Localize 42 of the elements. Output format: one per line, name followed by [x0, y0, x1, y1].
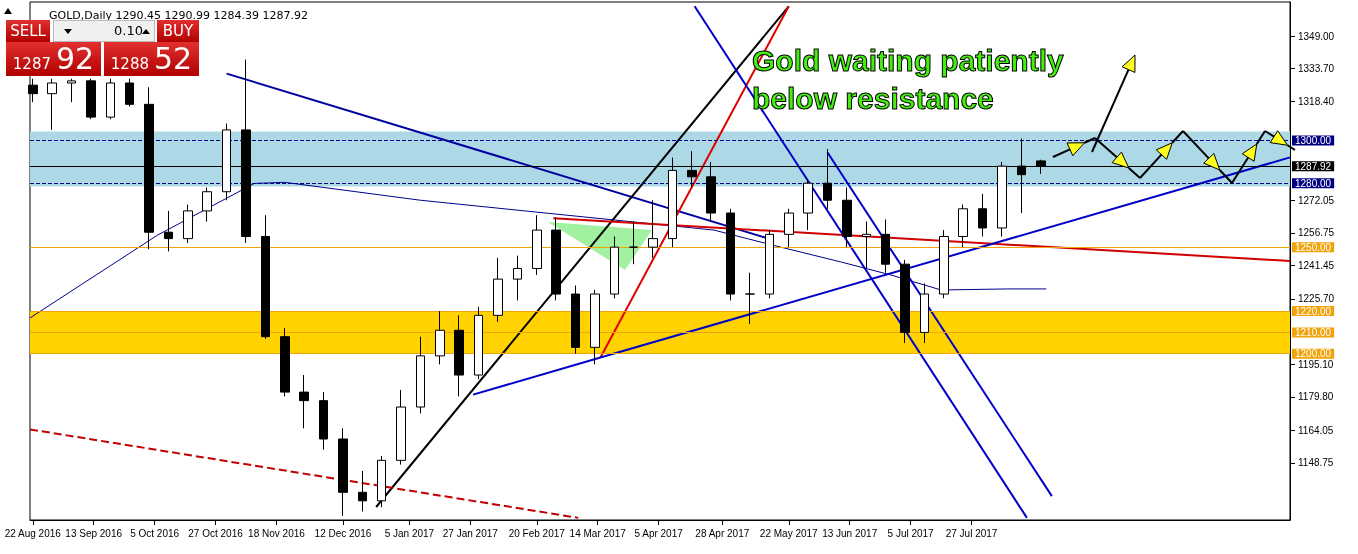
- annotation: 1287: [12, 55, 51, 73]
- annotation: 0.10: [113, 22, 143, 40]
- x-tick-label: 5 Jul 2017: [887, 527, 935, 539]
- x-tick-label: 20 Feb 2017: [508, 527, 566, 539]
- ref-line-label: 1300.00: [1295, 135, 1332, 147]
- y-tick-label: 1318.40: [1298, 95, 1335, 107]
- y-tick-label: 1349.00: [1298, 30, 1335, 42]
- x-tick-label: 27 Oct 2016: [188, 527, 244, 539]
- y-tick-label: 1256.75: [1298, 227, 1335, 239]
- annotation: 1288: [110, 55, 149, 73]
- y-tick-label: 1148.75: [1298, 457, 1334, 469]
- y-tick-label: 1272.05: [1298, 194, 1335, 206]
- y-tick-label: 1195.10: [1298, 358, 1334, 370]
- text: GOLD,Daily 1290.45 1290.99 1284.39 1287.92: [49, 9, 309, 22]
- x-tick-label: 27 Jan 2017: [442, 527, 499, 539]
- x-tick-label: 12 Dec 2016: [314, 527, 372, 539]
- annotation: BUY: [157, 20, 199, 42]
- y-tick-label: 1179.80: [1298, 391, 1334, 403]
- annotation: SELL: [6, 20, 50, 42]
- x-tick-label: 22 May 2017: [759, 527, 819, 539]
- y-tick-label: 1333.70: [1298, 63, 1335, 75]
- y-tick-label: 1241.45: [1298, 259, 1335, 271]
- x-tick-label: 18 Nov 2016: [248, 527, 306, 539]
- ref-line-label: 1200.00: [1295, 348, 1332, 360]
- ref-line-label: 1280.00: [1295, 177, 1332, 189]
- annotation: 52: [154, 41, 193, 76]
- x-tick-label: 27 Jul 2017: [945, 527, 998, 539]
- ref-line-label: 1210.00: [1295, 326, 1332, 338]
- annotation: 92: [56, 41, 95, 76]
- x-tick-label: 28 Apr 2017: [695, 527, 750, 539]
- x-tick-label: 13 Jun 2017: [822, 527, 878, 539]
- ref-line-label: 1220.00: [1295, 305, 1332, 317]
- y-tick-label: 1225.70: [1298, 293, 1335, 305]
- x-tick-label: 5 Oct 2016: [130, 527, 180, 539]
- x-tick-label: 5 Jan 2017: [384, 527, 435, 539]
- ref-line-label: 1287.92: [1295, 160, 1332, 172]
- x-tick-label: 13 Sep 2016: [65, 527, 123, 539]
- x-tick-label: 22 Aug 2016: [4, 527, 62, 539]
- ref-line-label: 1250.00: [1295, 241, 1332, 253]
- y-tick-label: 1164.05: [1298, 424, 1334, 436]
- x-tick-label: 5 Apr 2017: [634, 527, 684, 539]
- x-tick-label: 14 Mar 2017: [569, 527, 627, 539]
